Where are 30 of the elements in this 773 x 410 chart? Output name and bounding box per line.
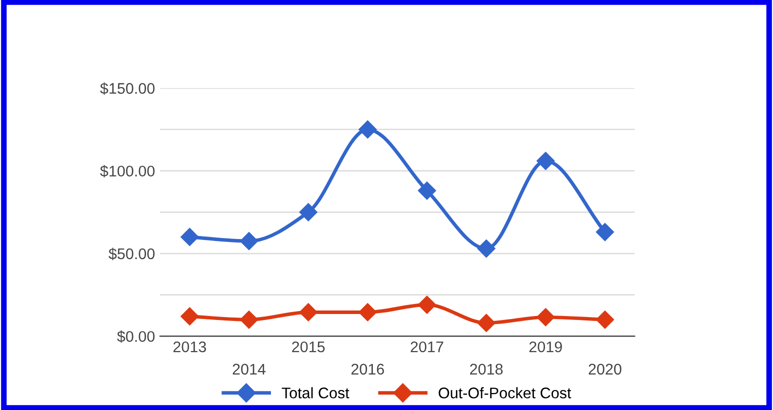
point [299,302,318,322]
x-tick-label: 2016 [351,364,384,375]
x-tick-label: 2019 [529,341,562,352]
y-tick-label: $0.00 [117,330,155,343]
point [596,310,614,329]
x-tick-label: 2014 [232,364,266,375]
point [180,228,199,246]
point [358,120,377,139]
x-tick-label: 2017 [410,341,444,352]
point [536,152,555,170]
point [180,307,199,326]
point [418,181,436,200]
point [240,232,258,250]
point [596,222,614,242]
legend-label: Total Cost [282,387,350,398]
point [418,295,436,314]
y-tick-label: $100.00 [100,165,155,178]
y-tick-label: $50.00 [108,248,155,260]
point [476,239,496,258]
y-tick-label: $150.00 [100,82,155,95]
point [476,314,496,332]
x-tick-label: 2020 [588,364,622,375]
point [536,308,555,326]
x-tick-label: 2013 [173,341,206,352]
point [358,302,377,322]
point [299,202,318,222]
x-tick-label: 2018 [470,364,503,375]
x-tick-label: 2015 [292,341,325,352]
legend-label: Out-Of-Pocket Cost [438,387,572,398]
point [240,310,258,329]
